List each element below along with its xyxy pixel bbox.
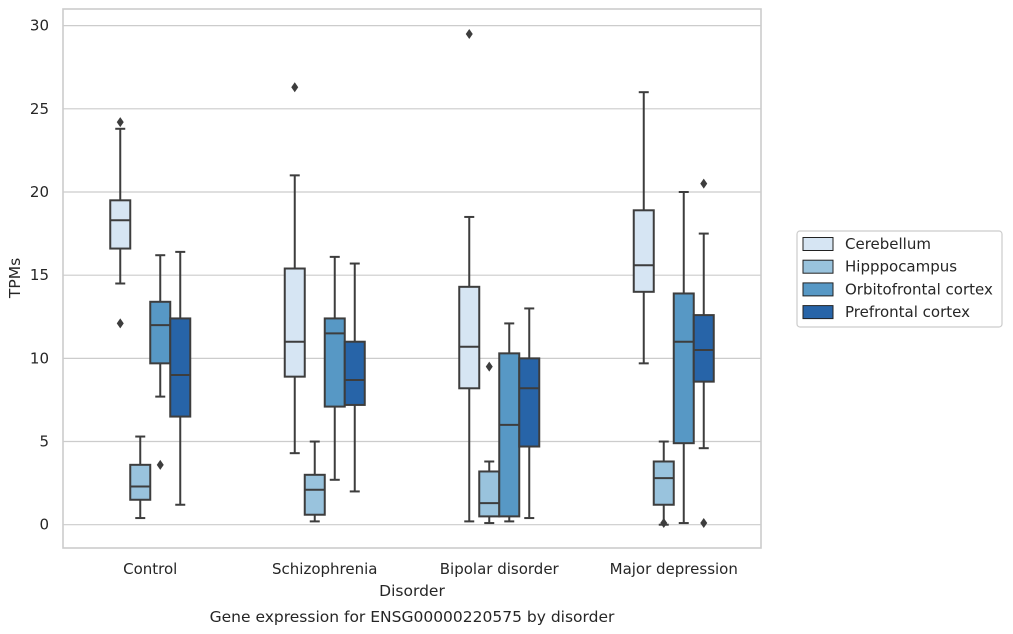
box (632, 91, 655, 365)
outlier-point (116, 117, 124, 128)
legend-label: Hipppocampus (845, 258, 957, 276)
box-iqr (129, 463, 152, 501)
y-tick-label: 20 (30, 183, 49, 201)
series-cerebellum (109, 28, 655, 523)
series-orbitofrontal-cortex (149, 190, 695, 525)
box-iqr (323, 317, 346, 408)
box (692, 178, 715, 529)
y-tick-label: 10 (30, 349, 49, 367)
box-iqr (692, 314, 715, 383)
box-iqr (169, 317, 192, 418)
box-iqr (283, 267, 306, 378)
box-iqr (478, 470, 501, 518)
chart-caption: Gene expression for ENSG00000220575 by d… (210, 608, 615, 626)
box (149, 254, 172, 470)
x-tick-label: Control (123, 560, 177, 578)
outlier-point (116, 318, 124, 329)
series-hipppocampus (129, 361, 675, 529)
x-axis-ticks: Control Schizophrenia Bipolar disorder Majo… (123, 560, 738, 578)
y-tick-label: 15 (30, 266, 49, 284)
box (478, 361, 501, 525)
box (283, 82, 306, 455)
grid-lines (63, 25, 761, 526)
outlier-point (660, 518, 668, 529)
outlier-point (700, 178, 708, 189)
box-iqr (518, 357, 541, 448)
y-tick-label: 5 (39, 433, 49, 451)
box-iqr (109, 199, 132, 250)
legend-swatch (802, 305, 834, 320)
legend: Cerebellum Hipppocampus Orbitofrontal cort… (796, 230, 1003, 328)
outlier-point (156, 459, 164, 470)
box-iqr (458, 285, 481, 390)
legend-swatch (802, 259, 834, 274)
plot-frame (62, 8, 762, 549)
series-prefrontal-cortex (169, 178, 715, 529)
box-iqr (498, 352, 521, 518)
box (343, 262, 366, 493)
box-series (109, 28, 715, 529)
outlier-point (700, 518, 708, 529)
outlier-point (291, 82, 299, 93)
box (169, 250, 192, 506)
x-axis-label: Disorder (379, 582, 445, 600)
box (518, 307, 541, 520)
box (323, 255, 346, 481)
box-iqr (632, 209, 655, 293)
x-tick-label: Bipolar disorder (440, 560, 560, 578)
legend-label: Cerebellum (845, 235, 931, 253)
box-iqr (149, 300, 172, 365)
box (498, 322, 521, 523)
box-iqr (343, 340, 366, 406)
y-tick-label: 30 (30, 17, 49, 35)
box-iqr (672, 292, 695, 445)
y-tick-label: 0 (39, 516, 49, 534)
x-tick-label: Major depression (610, 560, 738, 578)
outlier-point (485, 361, 493, 372)
box (672, 190, 695, 525)
legend-frame (796, 230, 1003, 328)
box (109, 117, 132, 329)
box (129, 435, 152, 520)
box (303, 440, 326, 523)
box-iqr (303, 473, 326, 516)
legend-label: Orbitofrontal cortex (845, 280, 993, 298)
box (458, 28, 481, 523)
y-axis-ticks: 0 5 10 15 20 25 30 (30, 17, 49, 534)
y-tick-label: 25 (30, 100, 49, 118)
x-tick-label: Schizophrenia (272, 560, 377, 578)
legend-swatch (802, 237, 834, 251)
outlier-point (465, 28, 473, 39)
legend-swatch (802, 282, 834, 297)
legend-label: Prefrontal cortex (845, 303, 970, 321)
box-iqr (652, 460, 675, 506)
box (652, 440, 675, 529)
y-axis-label: TPMs (6, 258, 24, 299)
